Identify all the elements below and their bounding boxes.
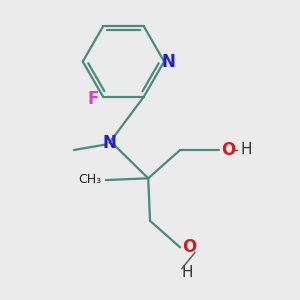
Text: CH₃: CH₃ — [78, 172, 101, 185]
Text: O: O — [182, 238, 196, 256]
Text: N: N — [162, 52, 176, 70]
Text: O: O — [221, 141, 235, 159]
Text: N: N — [102, 134, 116, 152]
Text: H: H — [240, 142, 252, 158]
Text: H: H — [182, 265, 193, 280]
Text: F: F — [88, 89, 99, 107]
